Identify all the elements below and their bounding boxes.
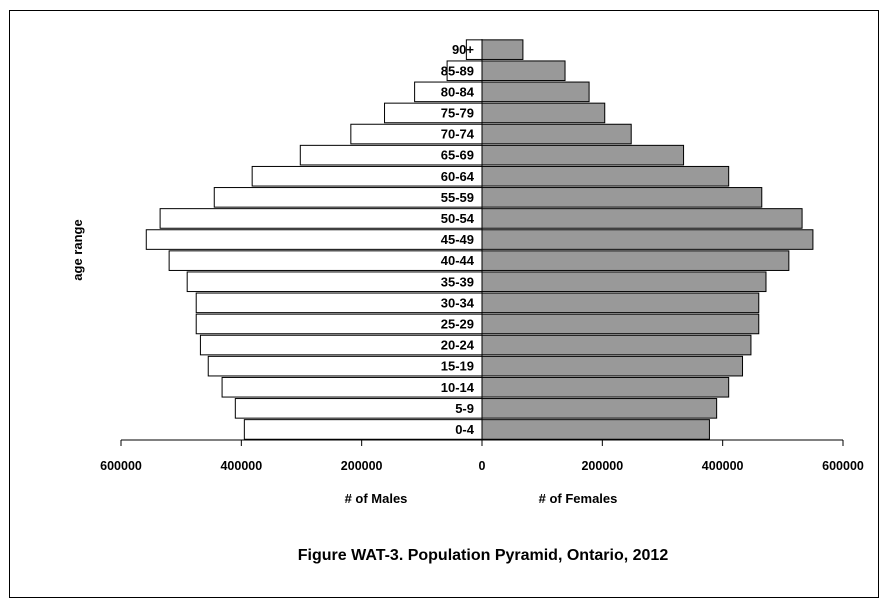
category-label-40-44: 40-44 [441,253,475,268]
category-label-30-34: 30-34 [441,295,475,310]
bars-group [145,39,814,440]
female-bar-65-69 [481,144,685,166]
category-label-75-79: 75-79 [441,105,474,120]
female-bar-15-19 [481,355,744,377]
category-label-0-4: 0-4 [455,422,475,437]
male-bar-20-24 [199,334,483,356]
female-bar-35-39 [481,271,767,293]
female-bar-75-79 [481,102,606,124]
category-label-25-29: 25-29 [441,316,474,331]
female-bar-20-24 [481,334,752,356]
category-label-15-19: 15-19 [441,359,474,374]
figure-caption: Figure WAT-3. Population Pyramid, Ontari… [298,547,669,564]
category-label-70-74: 70-74 [441,127,475,142]
x-tick-label-4: 200000 [581,459,623,473]
y-axis-label: age range [70,219,85,280]
x-tick-label-3: 0 [479,459,486,473]
male-bar-40-44 [168,250,483,271]
female-bar-40-44 [481,250,790,271]
category-label-50-54: 50-54 [441,211,475,226]
category-labels: 0-4 5-9 10-14 15-19 20-24 25-29 30-34 35-39 40-4… [441,42,475,437]
x-tick-label-2: 200000 [341,459,383,473]
x-axis-label-females: # of Females [539,491,618,506]
female-bar-5-9 [481,398,718,419]
male-bar-50-54 [159,208,483,229]
male-bar-35-39 [186,271,483,293]
x-tick-label-5: 400000 [702,459,744,473]
category-label-55-59: 55-59 [441,190,474,205]
category-label-5-9: 5-9 [455,401,474,416]
male-bar-45-49 [145,229,483,250]
female-bar-25-29 [481,313,760,335]
x-axis: 600000 400000 200000 0 200000 400000 600000 [100,39,864,473]
female-bar-45-49 [481,229,814,250]
category-label-10-14: 10-14 [441,380,475,395]
female-bar-10-14 [481,376,730,398]
category-label-90+: 90+ [452,42,474,57]
female-bar-55-59 [481,187,763,208]
x-tick-label-6: 600000 [822,459,864,473]
category-label-60-64: 60-64 [441,169,475,184]
female-bar-0-4 [481,419,710,440]
female-bar-60-64 [481,165,730,187]
female-bar-90+ [481,39,524,60]
x-tick-label-0: 600000 [100,459,142,473]
female-bar-80-84 [481,81,590,103]
male-bar-30-34 [195,292,483,314]
category-label-85-89: 85-89 [441,63,474,78]
male-bar-25-29 [195,313,483,335]
category-label-65-69: 65-69 [441,148,474,163]
category-label-45-49: 45-49 [441,232,474,247]
female-bar-30-34 [481,292,760,314]
female-bar-85-89 [481,60,566,82]
male-bar-5-9 [234,398,483,419]
male-bar-0-4 [243,419,483,440]
category-label-20-24: 20-24 [441,338,475,353]
female-bar-70-74 [481,123,632,145]
category-label-35-39: 35-39 [441,274,474,289]
female-bar-50-54 [481,208,803,229]
x-tick-label-1: 400000 [220,459,262,473]
category-label-80-84: 80-84 [441,84,475,99]
x-axis-label-males: # of Males [345,491,408,506]
